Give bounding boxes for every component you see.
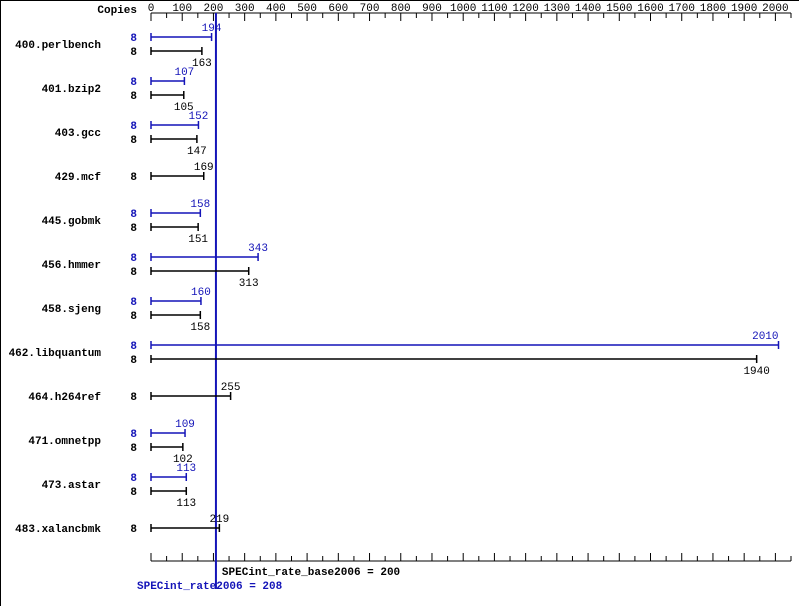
copies-peak: 8 xyxy=(130,253,137,265)
copies-base: 8 xyxy=(130,47,137,59)
peak-bar-value: 160 xyxy=(191,287,211,299)
x-tick-label: 1900 xyxy=(731,3,757,15)
x-tick-label: 1100 xyxy=(481,3,507,15)
x-tick-label: 100 xyxy=(172,3,192,15)
benchmark-name: 429.mcf xyxy=(55,172,102,184)
copies-peak: 8 xyxy=(130,121,137,133)
x-tick-label: 200 xyxy=(204,3,224,15)
base-summary-label: SPECint_rate_base2006 = 200 xyxy=(222,567,400,579)
peak-summary-label: SPECint_rate2006 = 208 xyxy=(137,581,283,593)
copies-peak: 8 xyxy=(130,297,137,309)
x-tick-label: 1200 xyxy=(512,3,538,15)
benchmark-name: 471.omnetpp xyxy=(28,436,101,448)
benchmark-name: 462.libquantum xyxy=(9,348,102,360)
benchmark-name: 458.sjeng xyxy=(42,304,101,316)
base-bar-value: 151 xyxy=(188,234,208,246)
copies-base: 8 xyxy=(130,91,137,103)
copies-peak: 8 xyxy=(130,33,137,45)
x-tick-label: 700 xyxy=(360,3,380,15)
peak-bar-value: 343 xyxy=(248,243,268,255)
base-bar-value: 158 xyxy=(190,322,210,334)
benchmark-name: 456.hmmer xyxy=(42,260,101,272)
peak-bar-value: 113 xyxy=(176,463,196,475)
x-tick-label: 1400 xyxy=(575,3,601,15)
benchmark-name: 483.xalancbmk xyxy=(15,524,101,536)
x-tick-label: 500 xyxy=(297,3,317,15)
copies-peak: 8 xyxy=(130,77,137,89)
peak-bar-value: 107 xyxy=(174,67,194,79)
copies-header: Copies xyxy=(97,5,137,17)
copies-base: 8 xyxy=(130,223,137,235)
spec-rate-chart: Copies 0 100 200 300 400 500 600 700 800 900 1000 11… xyxy=(0,0,799,606)
benchmark-name: 464.h264ref xyxy=(28,392,101,404)
copies-base: 8 xyxy=(130,392,137,404)
benchmark-name: 445.gobmk xyxy=(42,216,102,228)
base-bar-value: 147 xyxy=(187,146,207,158)
benchmark-name: 401.bzip2 xyxy=(42,84,101,96)
x-tick-label: 400 xyxy=(266,3,286,15)
base-bar-value: 313 xyxy=(239,278,259,290)
x-tick-label: 0 xyxy=(148,3,155,15)
peak-bar-value: 152 xyxy=(189,111,209,123)
x-tick-label: 1600 xyxy=(637,3,663,15)
chart-background xyxy=(1,1,799,607)
peak-bar-value: 109 xyxy=(175,419,195,431)
copies-peak: 8 xyxy=(130,341,137,353)
base-bar-value: 163 xyxy=(192,58,212,70)
x-tick-label: 300 xyxy=(235,3,255,15)
x-tick-label: 1000 xyxy=(450,3,476,15)
x-tick-label: 900 xyxy=(422,3,442,15)
copies-base: 8 xyxy=(130,267,137,279)
base-bar-value: 1940 xyxy=(743,366,769,378)
x-tick-label: 600 xyxy=(328,3,348,15)
base-bar-value: 113 xyxy=(176,498,196,510)
copies-base: 8 xyxy=(130,135,137,147)
copies-base: 8 xyxy=(130,487,137,499)
copies-base: 8 xyxy=(130,524,137,536)
copies-base: 8 xyxy=(130,355,137,367)
peak-bar-value: 2010 xyxy=(752,331,778,343)
x-tick-label: 1800 xyxy=(700,3,726,15)
copies-base: 8 xyxy=(130,311,137,323)
copies-peak: 8 xyxy=(130,473,137,485)
x-tick-label: 800 xyxy=(391,3,411,15)
x-tick-label: 1500 xyxy=(606,3,632,15)
x-tick-label: 2000 xyxy=(762,3,788,15)
copies-base: 8 xyxy=(130,443,137,455)
x-tick-label: 1300 xyxy=(544,3,570,15)
x-tick-label: 1700 xyxy=(669,3,695,15)
base-bar-value: 219 xyxy=(209,514,229,526)
base-bar-value: 169 xyxy=(194,162,214,174)
benchmark-name: 403.gcc xyxy=(55,128,101,140)
base-bar-value: 255 xyxy=(221,382,241,394)
peak-bar-value: 158 xyxy=(190,199,210,211)
benchmark-name: 473.astar xyxy=(42,480,101,492)
peak-bar-value: 194 xyxy=(202,23,222,35)
copies-peak: 8 xyxy=(130,209,137,221)
benchmark-name: 400.perlbench xyxy=(15,40,101,52)
copies-base: 8 xyxy=(130,172,137,184)
copies-peak: 8 xyxy=(130,429,137,441)
